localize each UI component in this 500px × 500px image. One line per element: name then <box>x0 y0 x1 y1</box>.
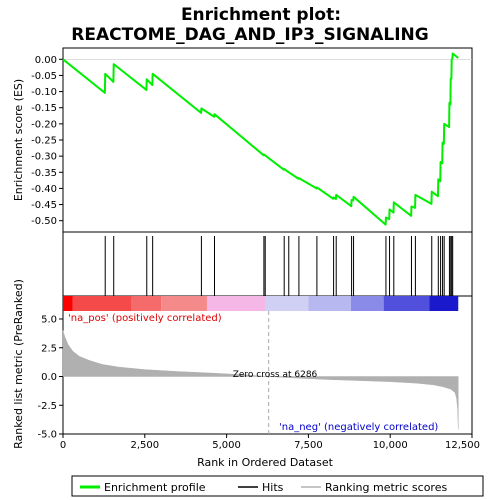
metric-ytick-label-2: 0.0 <box>41 372 57 383</box>
es-ylabel: Enrichment score (ES) <box>12 79 25 201</box>
legend-hits-label: Hits <box>262 481 284 494</box>
metric-y-axis: 5.0 2.5 0.0 -2.5 -5.0 <box>37 315 63 441</box>
chart-title-line1: Enrichment plot: <box>181 5 341 25</box>
metric-ylabel: Ranked list metric (PreRanked) <box>12 279 25 449</box>
xtick-label-4: 10,000 <box>373 440 408 451</box>
es-y-axis: 0.00 -0.05 -0.10 -0.15 -0.20 -0.25 -0.30 -0.35 -… <box>31 55 472 227</box>
xtick-label-2: 5,000 <box>212 440 241 451</box>
xtick-label-5: 12,500 <box>445 440 480 451</box>
metric-ytick-label-4: -5.0 <box>37 430 57 441</box>
rank-color-bar <box>63 296 459 311</box>
rank-x-axis: 0 2,500 5,000 7,500 10,000 12,500 <box>60 434 480 451</box>
es-ytick-label-9: -0.45 <box>31 200 57 211</box>
es-panel <box>62 47 473 233</box>
rank-bar-segment-2 <box>131 296 162 311</box>
rank-bar-segment-8 <box>383 296 430 311</box>
zero-cross-label: Zero cross at 6286 <box>233 370 318 380</box>
chart-title-line2: REACTOME_DAG_AND_IP3_SIGNALING <box>71 25 429 45</box>
rank-bar-segment-9 <box>429 296 459 311</box>
rank-bar-segment-5 <box>265 296 309 311</box>
x-axis-label: Rank in Ordered Dataset <box>197 456 334 469</box>
es-ytick-label-5: -0.25 <box>31 136 57 147</box>
ranking-metric-group <box>62 311 459 434</box>
ranking-metric-area <box>62 330 459 430</box>
es-ytick-label-1: -0.05 <box>31 71 57 82</box>
legend-metric-label: Ranking metric scores <box>325 481 447 494</box>
hits-panel <box>62 231 473 297</box>
rank-bar-segment-1 <box>72 296 132 311</box>
rank-bar-segment-3 <box>161 296 207 311</box>
es-ytick-label-2: -0.10 <box>31 87 57 98</box>
es-ytick-label-7: -0.35 <box>31 168 57 179</box>
neg-correlated-label: 'na_neg' (negatively correlated) <box>279 422 438 433</box>
es-ytick-label-10: -0.50 <box>31 216 57 227</box>
es-ytick-label-3: -0.15 <box>31 103 57 114</box>
legend-enrichment-label: Enrichment profile <box>104 481 206 494</box>
es-ytick-label-4: -0.20 <box>31 119 57 130</box>
rank-bar-segment-7 <box>350 296 384 311</box>
xtick-label-0: 0 <box>60 440 66 451</box>
rank-bar-segment-6 <box>308 296 351 311</box>
metric-ytick-label-0: 5.0 <box>41 315 57 326</box>
metric-panel <box>62 295 473 435</box>
enrichment-profile-group <box>62 52 459 226</box>
metric-ytick-label-3: -2.5 <box>37 401 57 412</box>
es-ytick-label-6: -0.30 <box>31 152 57 163</box>
enrichment-profile-line <box>62 52 459 226</box>
pos-correlated-label: 'na_pos' (positively correlated) <box>68 313 222 324</box>
xtick-label-1: 2,500 <box>130 440 159 451</box>
es-ytick-label-0: 0.00 <box>35 55 57 66</box>
rank-bar-segment-4 <box>206 296 266 311</box>
rank-bar-segment-0 <box>63 296 73 311</box>
metric-ytick-label-1: 2.5 <box>41 343 57 354</box>
es-ytick-label-8: -0.40 <box>31 184 57 195</box>
hits-group <box>104 236 454 296</box>
legend-box <box>71 475 484 497</box>
xtick-label-3: 7,500 <box>294 440 323 451</box>
